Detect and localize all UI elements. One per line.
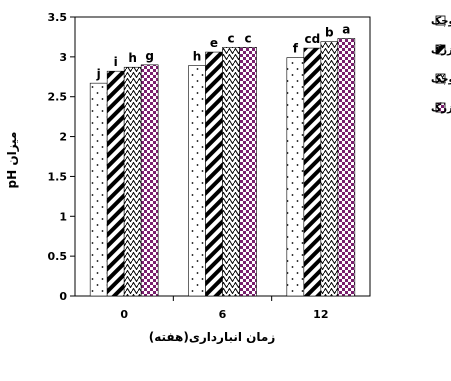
y-axis-title: میزان pH xyxy=(5,132,19,189)
bar-zigzag-0 xyxy=(123,66,142,297)
letter-zigzag-6: c xyxy=(227,31,234,45)
bar-checker-0 xyxy=(140,64,159,297)
y-tick-label-1: 1 xyxy=(59,210,67,223)
legend-swatch-checker xyxy=(435,102,446,113)
x-axis: 0 6 12 xyxy=(120,296,328,321)
y-tick-label-0: 0 xyxy=(59,290,67,303)
letter-diagonal-stripes-0: i xyxy=(114,55,118,69)
x-tick-label-12: 12 xyxy=(313,308,328,321)
legend-label-dots: ماتی کوچک xyxy=(431,16,451,27)
legend-label-zigzag: هیوارد کوچک xyxy=(431,74,451,85)
letter-dots-0: j xyxy=(96,67,101,81)
legend-swatch-diagonal-stripes xyxy=(435,44,446,55)
bar-diagonal-stripes-12 xyxy=(303,47,322,297)
y-tick-label-2: 2 xyxy=(59,131,67,144)
letter-checker-6: c xyxy=(244,31,251,45)
letter-checker-12: a xyxy=(342,23,350,37)
bar-checker-6 xyxy=(239,46,257,297)
letter-checker-0: g xyxy=(145,49,154,63)
y-tick-label-3: 3 xyxy=(59,51,67,64)
x-axis-title: زمان انبارداری(هفته) xyxy=(149,330,276,344)
y-tick-label-3-5: 3.5 xyxy=(48,11,68,24)
bar-checker-12 xyxy=(337,38,356,297)
legend-swatch-zigzag xyxy=(435,73,446,84)
bar-dots-0 xyxy=(89,82,108,297)
bar-diagonal-stripes-6 xyxy=(205,51,223,297)
bar-series xyxy=(89,38,356,297)
letter-diagonal-stripes-12: cd xyxy=(304,32,320,46)
legend-swatch-dots xyxy=(435,15,446,26)
bar-dots-12 xyxy=(286,57,305,297)
legend: ماتی کوچک ماتی بزرگ هیوارد کوچک هیوارد بزرگ xyxy=(431,15,451,114)
y-tick-label-0-5: 0.5 xyxy=(48,250,68,263)
y-axis: 0 0.5 1 1.5 2 2.5 3 3.5 xyxy=(48,11,75,303)
x-tick-label-6: 6 xyxy=(219,308,227,321)
letter-dots-6: h xyxy=(193,50,202,64)
bar-zigzag-12 xyxy=(320,41,339,297)
bar-dots-6 xyxy=(188,65,206,297)
bar-zigzag-6 xyxy=(222,46,240,297)
letter-dots-12: f xyxy=(293,42,299,56)
y-tick-label-1-5: 1.5 xyxy=(48,170,68,183)
legend-label-diagonal-stripes: ماتی بزرگ xyxy=(431,43,451,56)
letter-zigzag-12: b xyxy=(325,26,334,40)
legend-label-checker: هیوارد بزرگ xyxy=(431,101,451,114)
letter-zigzag-0: h xyxy=(128,51,137,65)
y-tick-label-2-5: 2.5 xyxy=(48,91,68,104)
x-tick-label-0: 0 xyxy=(120,308,128,321)
letter-diagonal-stripes-6: e xyxy=(210,36,218,50)
bar-diagonal-stripes-0 xyxy=(106,70,125,297)
